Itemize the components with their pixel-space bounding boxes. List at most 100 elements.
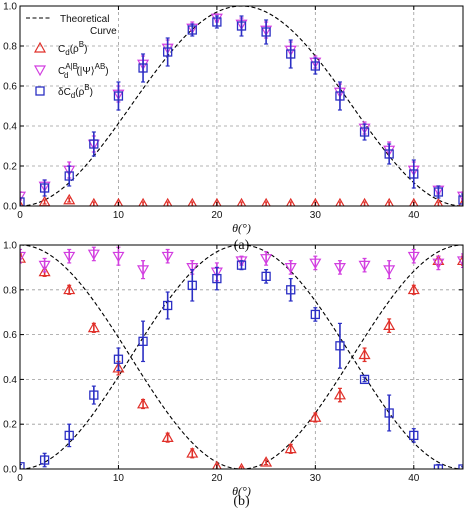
- legend-label-s3: δCd(ρB): [58, 83, 93, 100]
- data-point-triangle-up: [260, 456, 273, 467]
- data-point-triangle-down: [38, 260, 51, 272]
- legend-text-part: ): [105, 66, 108, 77]
- data-point-square: [212, 273, 222, 284]
- data-point-triangle-up: [286, 197, 296, 206]
- data-point-square: [138, 63, 148, 73]
- data-point-triangle-up: [87, 321, 100, 333]
- data-point-square: [409, 169, 419, 179]
- x-tick-label: 20: [211, 210, 223, 221]
- data-point-square: [335, 341, 345, 351]
- y-tick-label: 0.2: [3, 162, 17, 173]
- x-axis-label: θ(°): [232, 221, 251, 235]
- data-point-square: [39, 455, 50, 465]
- theory-curves: [20, 245, 463, 469]
- data-point-square: [286, 285, 296, 295]
- y-tick-label: 0.6: [3, 330, 17, 341]
- data-point-square: [261, 27, 271, 37]
- data-point-triangle-up: [333, 388, 346, 400]
- data-point-square: [458, 195, 463, 205]
- data-point-triangle-up: [384, 197, 394, 206]
- y-tick-label: 0.6: [3, 82, 17, 93]
- data-point-square: [384, 149, 394, 159]
- data-point-triangle-up: [161, 431, 174, 442]
- data-point-square: [187, 280, 197, 290]
- data-point-triangle-down: [260, 254, 273, 265]
- data-point-triangle-down: [309, 258, 322, 270]
- data-point-square: [384, 408, 394, 418]
- legend-text-part: B: [84, 83, 89, 92]
- plot-frame: [19, 5, 464, 207]
- x-tick-label: 0: [17, 473, 23, 484]
- data-point-square: [236, 21, 247, 31]
- data-point-square: [310, 61, 320, 71]
- legend-text-part: C: [58, 66, 65, 77]
- y-tick-label: 1.0: [3, 241, 17, 252]
- data-point-triangle-down: [432, 258, 445, 270]
- x-tick-label: 0: [17, 210, 23, 221]
- legend-text-part: (ρ: [75, 87, 84, 98]
- data-point-triangle-up: [138, 197, 148, 206]
- legend-swatch-s3: [35, 86, 45, 96]
- data-point-square: [409, 430, 419, 441]
- data-point-triangle-down: [186, 263, 199, 274]
- series-s1: [20, 193, 463, 206]
- plot-frame: [19, 244, 464, 470]
- y-tick-label: 1.0: [3, 2, 17, 13]
- data-point-square: [212, 17, 222, 27]
- data-point-triangle-up: [335, 197, 345, 206]
- legend-label-theory: Theoretical: [60, 14, 109, 25]
- data-point-triangle-down: [161, 251, 174, 263]
- ticks: [19, 5, 463, 207]
- theory-curve-cos2: [20, 245, 463, 469]
- data-point-triangle-up: [456, 254, 463, 266]
- x-tick-label: 40: [408, 473, 420, 484]
- data-point-square: [89, 390, 99, 400]
- data-point-square: [113, 354, 124, 364]
- legend-text-part: (|Ψ⟩: [76, 66, 94, 77]
- data-point-triangle-down: [87, 249, 100, 261]
- legend-text-part: B: [79, 40, 84, 49]
- legend-text-part: C: [58, 44, 65, 55]
- y-tick-label: 0.8: [3, 42, 17, 53]
- data-point-square: [39, 183, 50, 193]
- data-point-square: [359, 374, 370, 385]
- data-point-square: [261, 271, 271, 282]
- ticks: [19, 244, 463, 470]
- y-tick-label: 0.0: [3, 202, 17, 213]
- series-group: [20, 13, 463, 206]
- data-point-triangle-up: [237, 462, 246, 469]
- data-point-triangle-down: [20, 251, 27, 263]
- y-tick-label: 0.2: [3, 420, 17, 431]
- data-point-triangle-up: [63, 283, 76, 295]
- data-point-square: [64, 171, 74, 181]
- data-point-square: [310, 309, 320, 320]
- data-point-triangle-down: [20, 191, 27, 203]
- y-tick-label: 0.0: [3, 465, 17, 476]
- legend-swatch-s2: [33, 65, 47, 77]
- data-point-triangle-up: [186, 447, 199, 458]
- data-point-triangle-up: [89, 197, 99, 206]
- figure-caption: (b): [233, 494, 250, 509]
- data-point-triangle-up: [261, 197, 271, 206]
- data-point-triangle-up: [358, 348, 371, 360]
- data-point-triangle-up: [112, 361, 125, 373]
- data-point-triangle-down: [358, 260, 371, 272]
- data-point-square: [163, 300, 173, 311]
- x-tick-label: 20: [211, 473, 223, 484]
- data-point-triangle-up: [137, 397, 150, 409]
- data-point-square: [433, 187, 444, 197]
- y-tick-label: 0.4: [3, 122, 17, 133]
- legend-text-part: d: [64, 71, 68, 80]
- data-point-triangle-down: [383, 265, 396, 276]
- theory-curve-sin2: [20, 245, 463, 469]
- legend-text-part: δC: [58, 87, 71, 98]
- data-point-triangle-down: [407, 251, 420, 263]
- x-tick-label: 40: [408, 210, 420, 221]
- data-point-triangle-down: [456, 256, 463, 267]
- legend-label-s2: CA|B d (|Ψ⟩AB): [58, 62, 109, 80]
- legend-text-part: A|B: [65, 62, 78, 71]
- data-point-triangle-up: [63, 193, 76, 205]
- data-point-triangle-up: [212, 460, 222, 469]
- grid: [20, 6, 463, 206]
